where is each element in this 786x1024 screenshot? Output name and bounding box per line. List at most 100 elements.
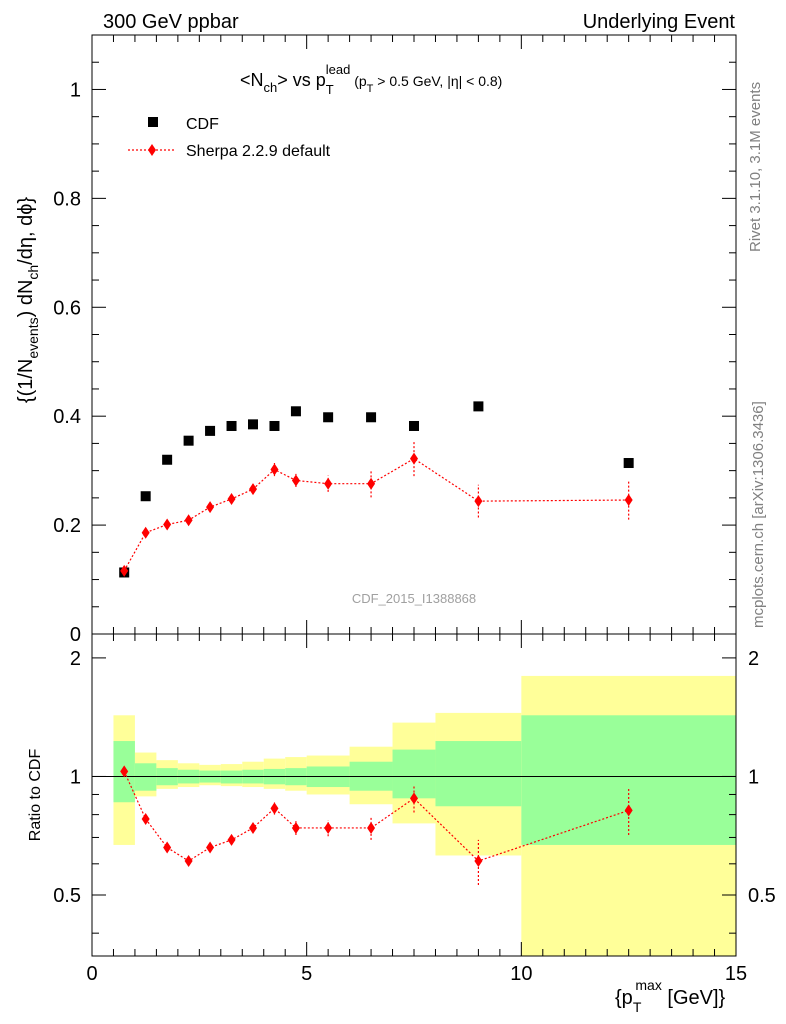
legend-mc-label: Sherpa 2.2.9 default [186,143,331,160]
sherpa-point [624,494,633,507]
sherpa-point [227,492,236,505]
cdf-point [140,491,151,502]
xlabel-part-1: {p [615,987,633,1009]
sherpa-ratio-point [163,841,172,854]
xlabel-part-3: max [635,977,661,993]
plot-title-vs: > vs p [277,70,326,90]
ratio-y-tick-label-right: 1 [748,766,759,788]
sherpa-ratio-point [367,821,376,834]
main-plot-marks [119,401,634,578]
sherpa-point [367,477,376,490]
cdf-point [226,420,237,431]
ylabel-part-4: ch [25,265,41,280]
plot-title-cut-sub: T [367,83,374,95]
sherpa-line [123,457,629,572]
x-axis-label: {pTmax [GeV]} [615,977,726,1015]
data-uncertainty-band-inner [435,741,522,807]
data-uncertainty-band-inner [521,715,736,845]
ratio-plot-marks [92,675,736,956]
sherpa-point [249,483,257,496]
sherpa-ratio-point [624,804,633,817]
cdf-point [366,412,377,423]
cdf-point [205,425,216,436]
x-tick-label: 10 [510,963,532,985]
data-uncertainty-band-inner [392,749,436,799]
cdf-point [248,419,258,430]
plot-title-nch-sub: ch [264,80,278,95]
main-y-axis-label: {(1/Nevents) dNch/dη, dϕ} [15,197,41,404]
plot-title-lead-sup: lead [326,62,351,77]
cdf-point [269,420,280,431]
ratio-y-tick-label-right: 2 [748,648,759,670]
cdf-point [623,458,634,469]
rivet-label: Rivet 3.1.10, 3.1M events [747,82,764,252]
plot-title-pt-sub: T [326,82,334,97]
ratio-y-tick-label: 2 [70,648,81,670]
cdf-point [290,406,301,417]
cdf-point [473,401,484,412]
analysis-id: CDF_2015_I1388868 [352,591,476,606]
data-uncertainty-band-inner [220,770,243,784]
mcplots-label: mcplots.cern.ch [arXiv:1306.3436] [750,401,767,628]
sherpa-point [184,514,193,527]
sherpa-point [206,501,215,514]
ratio-plot-panel: 0.5 0.5 1 1 2 2 0 5 10 15 Ratio to CDF {pTmax [Ge… [27,633,776,1015]
sherpa-point [120,564,129,577]
legend-data-marker [148,117,158,127]
sherpa-ratio-point [206,841,215,854]
legend-data-label: CDF [186,116,219,133]
xlabel-part-2: T [633,999,642,1015]
sherpa-point [291,474,300,487]
sherpa-ratio-point [474,854,483,867]
legend: CDF Sherpa 2.2.9 default [128,116,331,160]
ylabel-part-3: ) dN [15,280,37,318]
sherpa-ratio-point [227,833,236,846]
x-tick-label: 0 [86,963,97,985]
sherpa-point [324,477,333,490]
cdf-point [162,454,173,465]
main-y-tick-label: 0.4 [53,406,81,428]
cdf-point [323,412,334,423]
main-y-tick-label: 1 [70,79,81,101]
sherpa-ratio-point [141,812,150,825]
header-left: 300 GeV ppbar [103,11,239,33]
ylabel-part-2: events [25,317,41,358]
plot-title-nch: <N [240,70,264,90]
main-y-tick-label: 0.8 [53,188,81,210]
sherpa-ratio-point [410,792,418,805]
plot-title: <Nch> vs pTlead (pT > 0.5 GeV, |η| < 0.8… [240,62,502,97]
ylabel-part-5: /dη, dϕ} [15,197,37,265]
sherpa-ratio-line [123,771,629,862]
sherpa-ratio-point [184,854,193,867]
sherpa-ratio-point [324,821,333,834]
sherpa-ratio-point [120,765,129,778]
cdf-point [183,435,194,446]
main-plot-panel: 00.20.40.60.81 <Nch> vs pTlead (pT > 0.5… [15,34,737,646]
sherpa-ratio-point [249,821,257,834]
cdf-point [409,420,419,431]
ratio-y-tick-label: 1 [70,766,81,788]
sherpa-point [474,495,483,508]
sherpa-point [270,463,279,476]
sherpa-ratio-point [270,802,279,815]
ratio-y-axis-label: Ratio to CDF [27,749,44,842]
data-uncertainty-band-inner [134,763,157,791]
plot-title-cut-rest: > 0.5 GeV, |η| < 0.8) [373,73,502,89]
header-right: Underlying Event [583,11,736,33]
main-y-tick-label: 0 [70,624,81,646]
x-tick-label: 15 [725,963,747,985]
sherpa-point [141,526,150,539]
plot-title-cut: (p [350,73,367,89]
sherpa-point [410,452,418,465]
ylabel-part-1: {(1/N [15,359,37,403]
xlabel-part-4: [GeV]} [662,987,726,1009]
main-y-tick-label: 0.6 [53,297,81,319]
sherpa-ratio-point [291,821,300,834]
legend-mc-marker [148,144,156,156]
ratio-plot-axes: 0.5 0.5 1 1 2 2 0 5 10 15 [53,634,776,985]
main-y-tick-label: 0.2 [53,515,81,537]
ratio-y-tick-label-right: 0.5 [748,885,776,907]
x-tick-label: 5 [301,963,312,985]
sherpa-point [163,518,172,531]
